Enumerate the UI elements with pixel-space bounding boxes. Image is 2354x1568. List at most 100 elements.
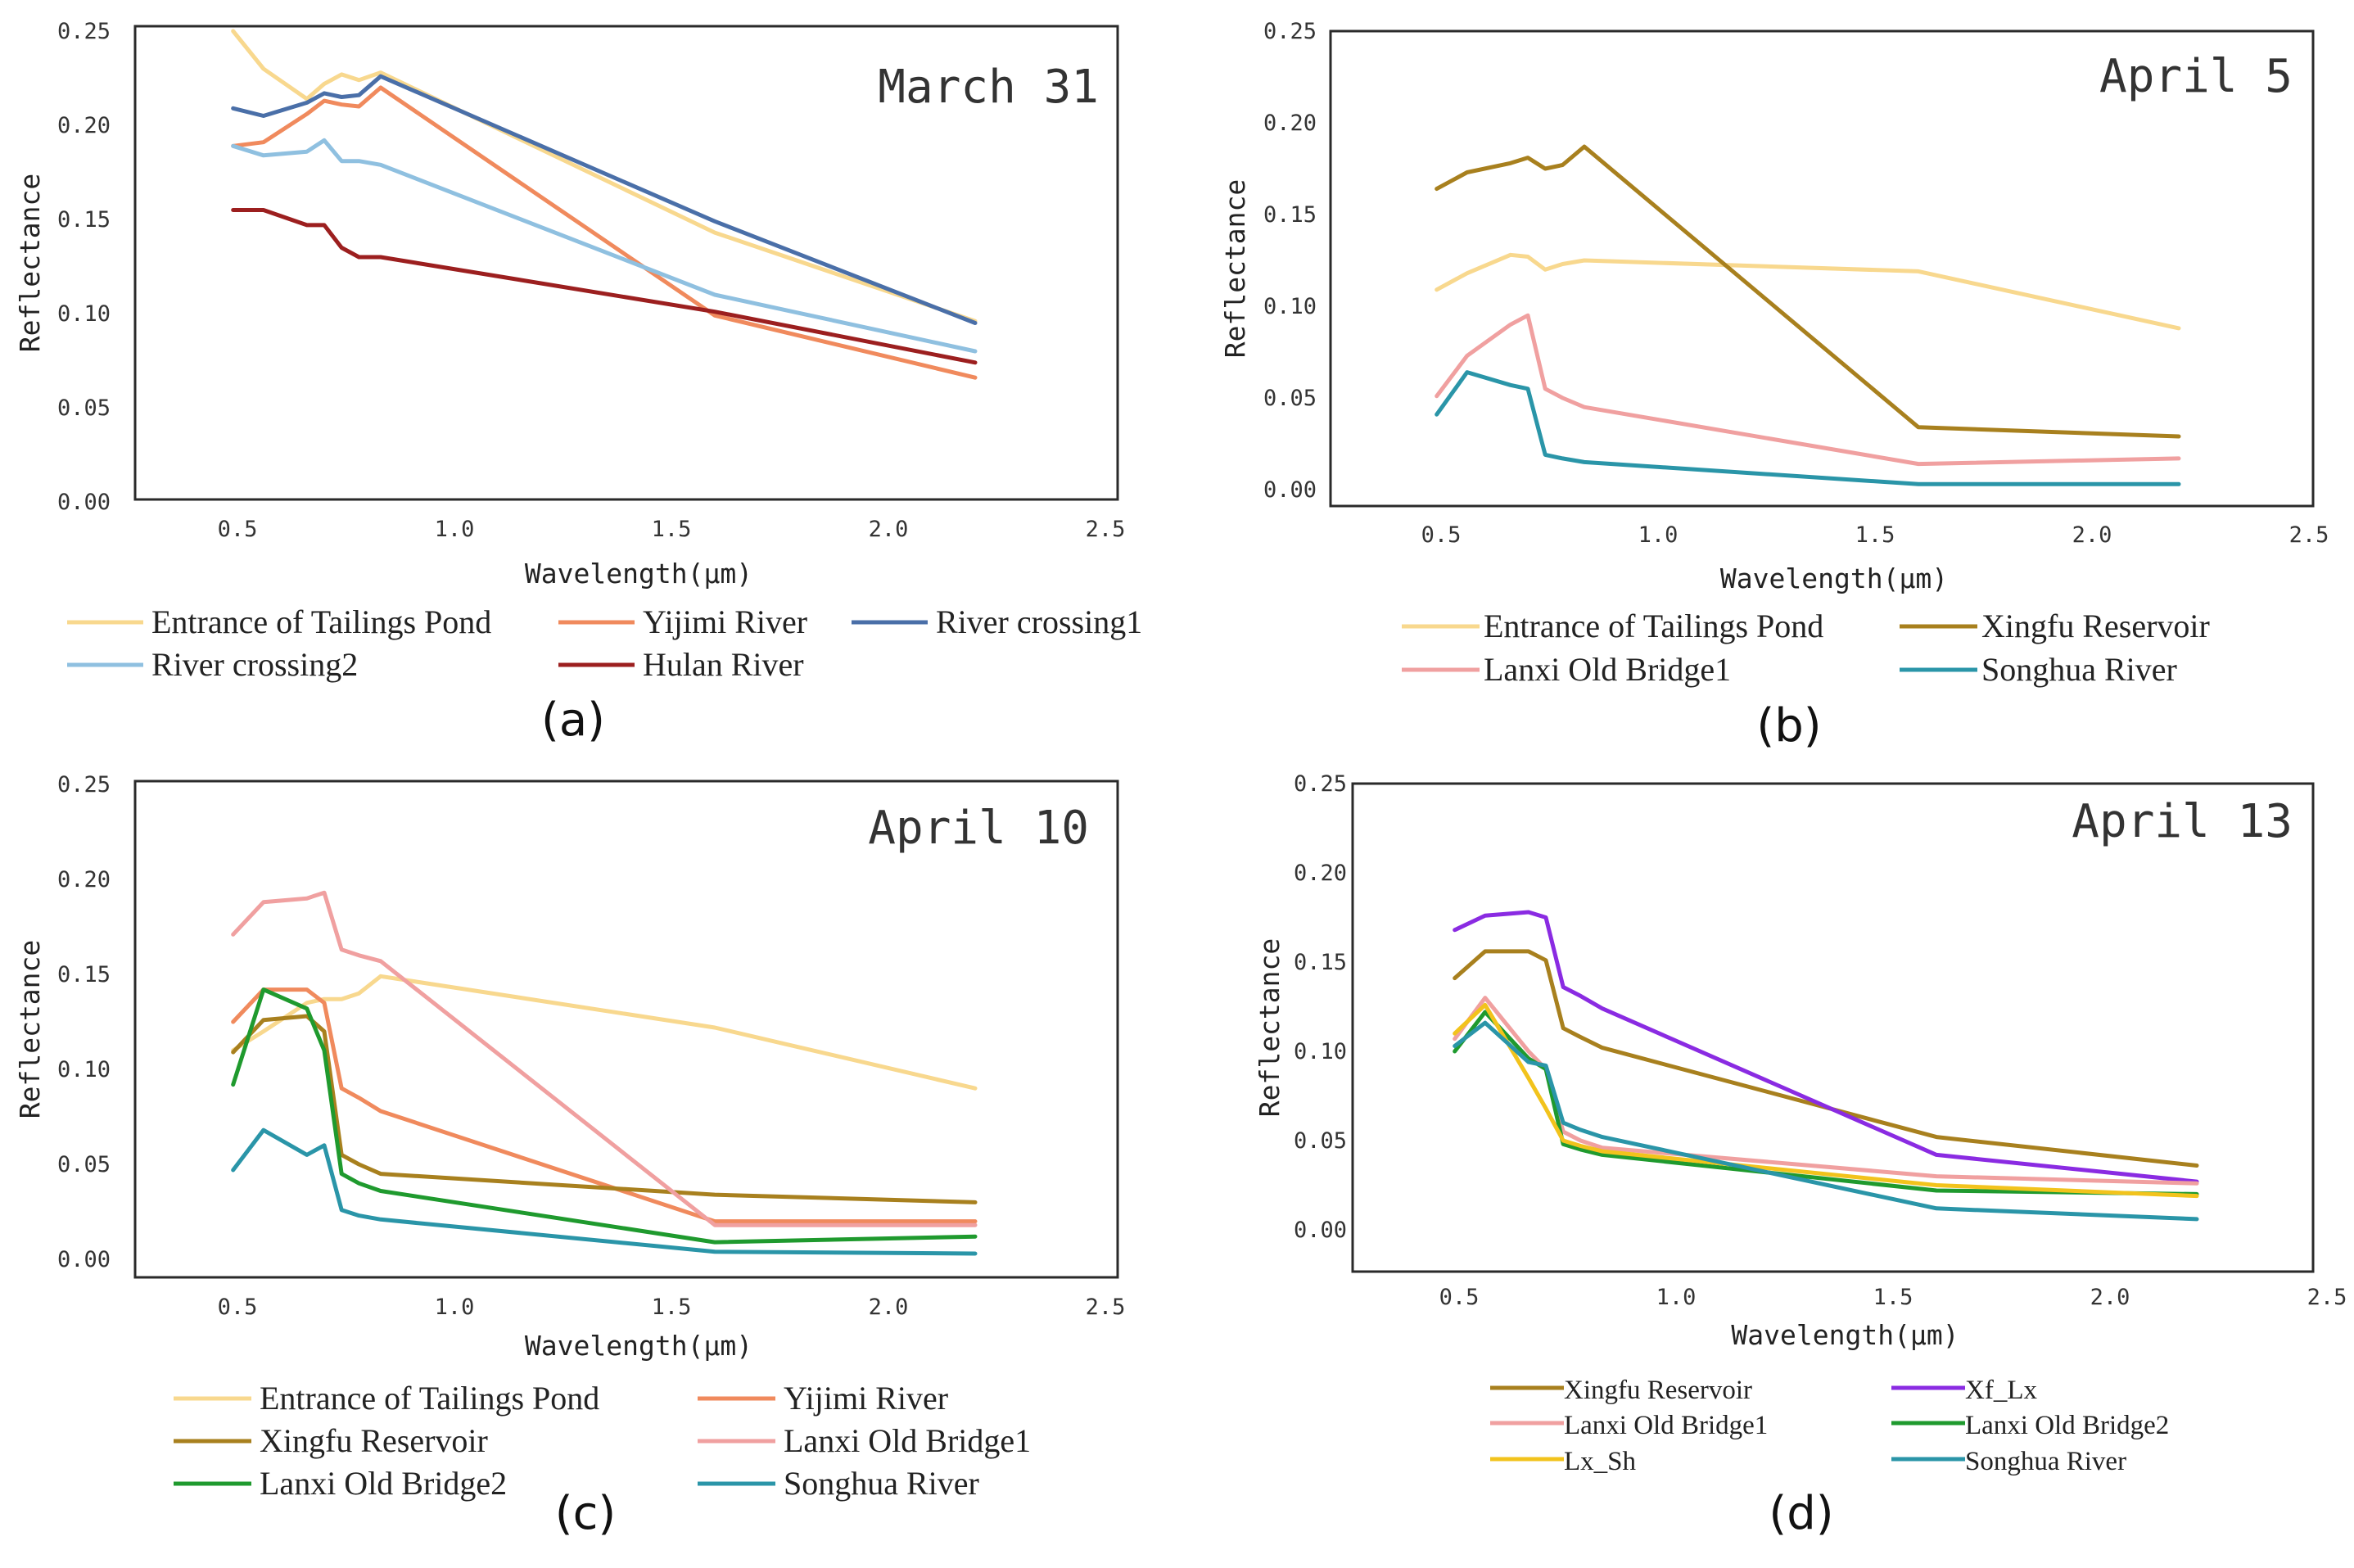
y-tick-label: 0.15 — [57, 207, 111, 233]
series-line — [231, 1014, 978, 1204]
series-line — [231, 974, 978, 1091]
x-tick-label: 2.0 — [2090, 1285, 2130, 1310]
series-line — [231, 1127, 978, 1256]
legend-entry: Lanxi Old Bridge2 — [260, 1465, 507, 1502]
x-tick-label: 1.5 — [1855, 522, 1895, 548]
y-tick-label: 0.10 — [57, 301, 111, 327]
legend-entry: Lx_Sh — [1564, 1447, 1637, 1476]
y-tick-label: 0.20 — [1263, 111, 1317, 136]
plot-frame — [1329, 29, 2315, 508]
series-line — [1453, 910, 2199, 1184]
x-tick-label: 2.5 — [2289, 522, 2329, 548]
chart-panel-3: 0.00 0.05 0.10 0.15 0.20 0.25 0.5 1.0 1.5 2.0 2.5 W… — [14, 772, 1125, 1540]
legend-entry: Yijimi River — [784, 1380, 948, 1417]
y-tick-label: 0.05 — [1294, 1128, 1347, 1154]
x-tick-label: 2.5 — [1086, 1295, 1126, 1320]
legend-entry: Lanxi Old Bridge1 — [1484, 651, 1731, 688]
series-line — [231, 138, 978, 354]
legend-entry: River crossing1 — [936, 603, 1142, 640]
chart-panel-1: 0.00 0.05 0.10 0.15 0.20 0.25 0.5 1.0 1.5 2.0 2.5 W… — [14, 19, 1142, 747]
panel-label: (d) — [1769, 1487, 1833, 1540]
plot-frame — [133, 25, 1119, 501]
legend-entry: Yijimi River — [643, 603, 807, 640]
chart-title: April 13 — [2072, 795, 2293, 848]
y-axis-title: Reflectance — [1219, 179, 1251, 359]
legend-entry: Songhua River — [1981, 651, 2177, 688]
x-axis-title: Wavelength(μm) — [1731, 1319, 1959, 1351]
y-axis-title: Reflectance — [14, 940, 46, 1119]
y-tick-label: 0.05 — [57, 1152, 111, 1177]
x-tick-label: 1.0 — [435, 517, 475, 542]
x-axis-title: Wavelength(μm) — [525, 1330, 752, 1362]
y-tick-label: 0.20 — [57, 113, 111, 138]
y-tick-label: 0.05 — [57, 395, 111, 421]
y-tick-label: 0.25 — [1263, 19, 1317, 44]
legend-entry: Xf_Lx — [1965, 1376, 2037, 1405]
x-tick-label: 1.0 — [1656, 1285, 1697, 1310]
legend-entry: Entrance of Tailings Pond — [151, 603, 491, 640]
plot-frame — [1351, 782, 2315, 1273]
legend-entry: River crossing2 — [151, 646, 358, 683]
plot-frame — [133, 779, 1119, 1279]
x-tick-label: 0.5 — [218, 1295, 258, 1320]
y-tick-label: 0.10 — [1294, 1039, 1347, 1064]
series-line — [1435, 313, 2181, 467]
legend-entry: Xingfu Reservoir — [260, 1422, 488, 1459]
x-tick-label: 2.5 — [2307, 1285, 2347, 1310]
y-axis-title: Reflectance — [1254, 938, 1285, 1118]
y-tick-label: 0.10 — [57, 1057, 111, 1082]
legend-entry: Xingfu Reservoir — [1564, 1376, 1752, 1405]
x-tick-label: 1.0 — [435, 1295, 475, 1320]
series-line — [231, 208, 978, 365]
series-line — [1435, 370, 2181, 486]
legend-entry: Entrance of Tailings Pond — [1484, 608, 1823, 644]
x-tick-label: 0.5 — [218, 517, 258, 542]
y-tick-label: 0.00 — [57, 490, 111, 515]
series-line — [231, 987, 978, 1224]
y-tick-label: 0.25 — [1294, 771, 1347, 797]
x-tick-label: 2.0 — [2072, 522, 2112, 548]
legend-entry: Entrance of Tailings Pond — [260, 1380, 599, 1417]
y-tick-label: 0.00 — [1263, 477, 1317, 503]
y-tick-label: 0.15 — [57, 962, 111, 987]
series-line — [1435, 252, 2181, 331]
y-tick-label: 0.00 — [57, 1247, 111, 1272]
x-tick-label: 2.5 — [1086, 517, 1126, 542]
legend-entry: Songhua River — [784, 1465, 979, 1502]
series-line — [231, 29, 978, 323]
y-tick-label: 0.10 — [1263, 294, 1317, 319]
x-tick-label: 1.5 — [652, 517, 692, 542]
legend-entry: Lanxi Old Bridge2 — [1965, 1411, 2169, 1440]
legend-entry: Hulan River — [643, 646, 804, 683]
series-line — [231, 74, 978, 325]
series-line — [1453, 996, 2199, 1186]
chart-panel-4: 0.00 0.05 0.10 0.15 0.20 0.25 0.5 1.0 1.5 2.0 2.5 W… — [1254, 771, 2347, 1540]
x-axis-title: Wavelength(μm) — [525, 558, 752, 590]
legend-entry: Songhua River — [1965, 1447, 2126, 1476]
x-tick-label: 2.0 — [869, 1295, 909, 1320]
series-line — [1453, 1002, 2199, 1199]
panel-label: (b) — [1756, 699, 1821, 752]
y-tick-label: 0.25 — [57, 772, 111, 798]
x-axis-title: Wavelength(μm) — [1720, 563, 1948, 594]
chart-panel-2: 0.00 0.05 0.10 0.15 0.20 0.25 0.5 1.0 1.5 2.0 2.5 W… — [1219, 19, 2329, 752]
chart-title: March 31 — [878, 61, 1099, 114]
series-line — [1435, 144, 2181, 439]
x-tick-label: 1.5 — [1873, 1285, 1913, 1310]
y-tick-label: 0.00 — [1294, 1218, 1347, 1243]
y-tick-label: 0.15 — [1263, 202, 1317, 228]
y-tick-label: 0.20 — [1294, 861, 1347, 886]
y-axis-title: Reflectance — [14, 174, 46, 353]
series-line — [231, 987, 978, 1245]
y-tick-label: 0.20 — [57, 867, 111, 892]
y-tick-label: 0.25 — [57, 19, 111, 44]
x-tick-label: 0.5 — [1421, 522, 1462, 548]
x-tick-label: 0.5 — [1439, 1285, 1480, 1310]
panel-label: (c) — [555, 1487, 616, 1540]
chart-title: April 10 — [868, 802, 1089, 855]
chart-title: April 5 — [2099, 50, 2293, 103]
legend-entry: Xingfu Reservoir — [1981, 608, 2210, 644]
legend-entry: Lanxi Old Bridge1 — [784, 1422, 1031, 1459]
series-line — [1453, 1020, 2199, 1222]
